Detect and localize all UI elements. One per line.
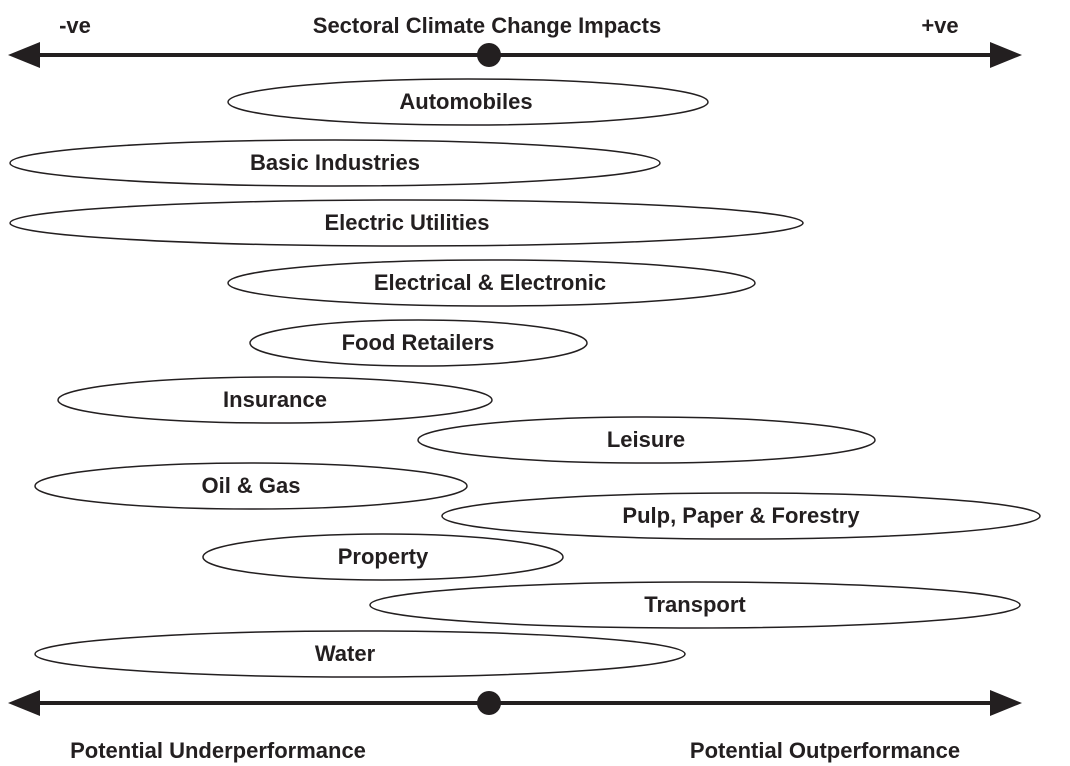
sector-ellipse [369, 581, 1021, 629]
sector-ellipse [9, 199, 804, 247]
sector-ellipse [34, 462, 468, 510]
sector-label: Transport [644, 592, 746, 617]
sector-label: Water [315, 641, 376, 666]
sector-ellipse [227, 78, 709, 126]
sector-ellipse [57, 376, 493, 424]
sector-label: Automobiles [399, 89, 532, 114]
title: Sectoral Climate Change Impacts [313, 13, 661, 38]
sector-ellipse [417, 416, 876, 464]
sector-label: Pulp, Paper & Forestry [622, 503, 860, 528]
sector-ellipse [227, 259, 756, 307]
sector-ellipse [249, 319, 588, 367]
outperformance-label: Potential Outperformance [690, 738, 960, 763]
sector-ellipse [9, 139, 661, 187]
underperformance-label: Potential Underperformance [70, 738, 366, 763]
sector-ellipse [202, 533, 564, 581]
sector-label: Oil & Gas [201, 473, 300, 498]
sector-label: Electric Utilities [324, 210, 489, 235]
sector-label: Basic Industries [250, 150, 420, 175]
bottom-axis [8, 690, 1022, 716]
top-axis [8, 42, 1022, 68]
sector-label: Food Retailers [342, 330, 495, 355]
sector-label: Insurance [223, 387, 327, 412]
sector-label: Electrical & Electronic [374, 270, 606, 295]
sector-ellipse [34, 630, 686, 678]
sector-label: Property [338, 544, 429, 569]
negative-label: -ve [59, 13, 91, 38]
positive-label: +ve [921, 13, 958, 38]
sector-label: Leisure [607, 427, 685, 452]
sector-ellipse [441, 492, 1041, 540]
